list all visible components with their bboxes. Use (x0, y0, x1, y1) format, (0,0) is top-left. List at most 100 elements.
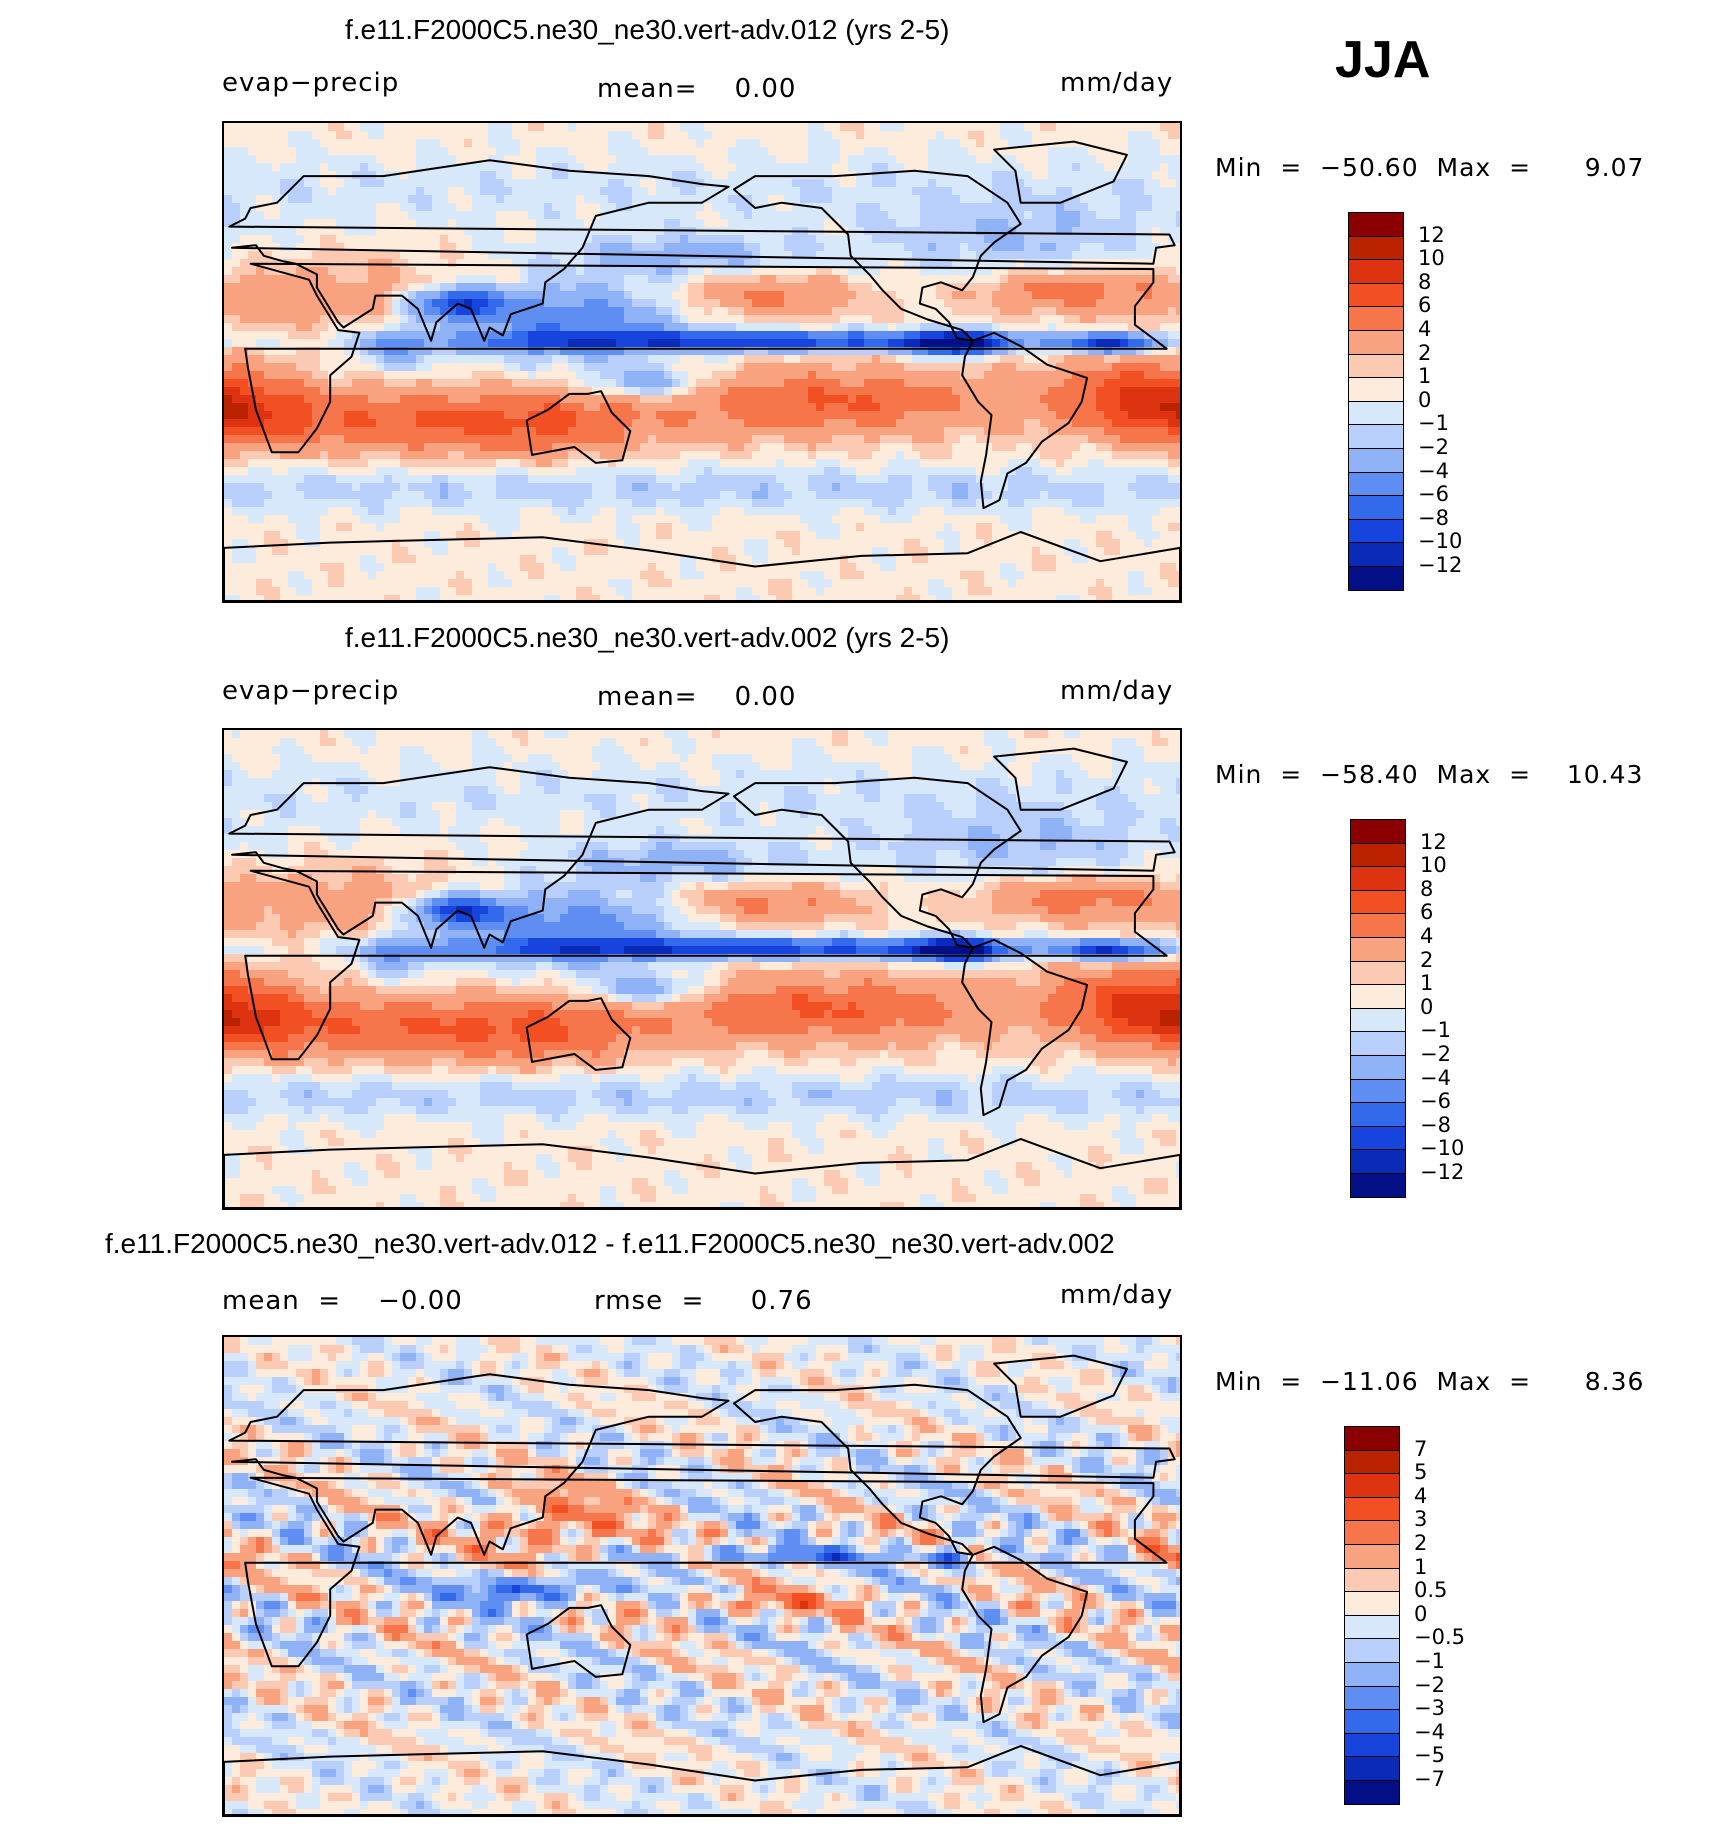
colorbar-tick-label: 3 (1414, 1509, 1427, 1530)
colorbar-swatch (1344, 1449, 1400, 1475)
field-contours (224, 123, 1180, 601)
colorbar-swatch (1348, 400, 1404, 426)
colorbar-tick-label: −2 (1418, 437, 1449, 458)
colorbar-tick-label: 12 (1418, 224, 1445, 246)
colorbar-swatch (1344, 1756, 1400, 1782)
colorbar-swatch (1344, 1709, 1400, 1735)
panel-3-title: f.e11.F2000C5.ne30_ne30.vert-adv.012 - f… (105, 1228, 1115, 1260)
colorbar-tick-label: −6 (1418, 484, 1449, 505)
colorbar-tick-label: 2 (1414, 1533, 1427, 1554)
colorbar-swatch (1344, 1614, 1400, 1640)
colorbar-tick-label: 10 (1418, 248, 1445, 269)
panel-2-title: f.e11.F2000C5.ne30_ne30.vert-adv.002 (yr… (345, 622, 949, 654)
colorbar-tick-label: 0 (1420, 996, 1433, 1018)
panel-1-minmax: Min = −50.60 Max = 9.07 (1215, 153, 1644, 182)
colorbar-swatch (1350, 1078, 1406, 1104)
coastlines (224, 1354, 1180, 1815)
colorbar-tick-label: 2 (1418, 342, 1431, 364)
panel-1-mean-label: mean= 0.00 (597, 74, 796, 104)
colorbar-tick-label: 8 (1418, 271, 1431, 293)
colorbar-tick-label: −8 (1418, 507, 1449, 529)
colorbar-tick-label: 7 (1414, 1438, 1427, 1460)
colorbar-tick-label: 5 (1414, 1462, 1427, 1483)
colorbar-swatch (1344, 1685, 1400, 1711)
colorbar-tick-label: −1 (1418, 413, 1449, 434)
colorbar-tick-label: 10 (1420, 855, 1447, 876)
colorbar-swatch (1344, 1426, 1400, 1452)
colorbar-swatch (1344, 1520, 1400, 1546)
colorbar-swatch (1344, 1496, 1400, 1522)
colorbar-swatch (1350, 1031, 1406, 1057)
colorbar-tick-label: 1 (1414, 1556, 1427, 1578)
colorbar-swatch (1350, 937, 1406, 963)
colorbar-swatch (1348, 212, 1404, 238)
season-label: JJA (1335, 30, 1430, 90)
colorbar-tick-label: 1 (1420, 973, 1433, 994)
colorbar-swatch (1348, 282, 1404, 308)
colorbar-swatch (1344, 1638, 1400, 1664)
colorbar-tick-label: −6 (1420, 1091, 1451, 1112)
panel-1-map (222, 121, 1182, 603)
colorbar-tick-label: −3 (1414, 1698, 1445, 1719)
colorbar-swatch (1350, 913, 1406, 939)
colorbar-tick-label: −2 (1420, 1044, 1451, 1065)
panel-3-rmse-label: rmse = 0.76 (594, 1286, 813, 1316)
colorbar-swatch (1348, 353, 1404, 379)
colorbar-tick-label: −2 (1414, 1674, 1445, 1696)
colorbar-swatch (1348, 471, 1404, 497)
colorbar-swatch (1350, 1173, 1406, 1199)
colorbar-swatch (1344, 1780, 1400, 1806)
colorbar-swatch (1344, 1591, 1400, 1617)
panel-2-units-label: mm/day (1060, 676, 1173, 706)
colorbar-swatch (1344, 1662, 1400, 1688)
coastlines (224, 747, 1180, 1208)
colorbar-tick-label: −0.5 (1414, 1627, 1465, 1648)
colorbar-swatch (1350, 889, 1406, 915)
panel-3-mean-label: mean = −0.00 (222, 1286, 463, 1316)
panel-3-minmax: Min = −11.06 Max = 8.36 (1215, 1367, 1644, 1396)
colorbar-tick-label: 2 (1420, 949, 1433, 971)
colorbar-tick-label: −12 (1418, 555, 1462, 576)
panel-2-mean-label: mean= 0.00 (597, 682, 796, 712)
field-contours (224, 730, 1180, 1208)
panel-1-title: f.e11.F2000C5.ne30_ne30.vert-adv.012 (yr… (345, 14, 949, 46)
colorbar-tick-label: −12 (1420, 1162, 1464, 1183)
panel-2-map-svg (224, 730, 1180, 1208)
panel-3-units-label: mm/day (1060, 1280, 1173, 1310)
colorbar-tick-label: 8 (1420, 878, 1433, 900)
colorbar-swatch (1348, 235, 1404, 261)
colorbar-swatch (1344, 1473, 1400, 1499)
panel-3-map (222, 1335, 1182, 1817)
colorbar-tick-label: −5 (1414, 1745, 1445, 1766)
colorbar-tick-label: 6 (1418, 295, 1431, 316)
colorbar-swatch (1350, 1102, 1406, 1128)
colorbar-swatch (1350, 960, 1406, 986)
colorbar-swatch (1350, 1149, 1406, 1175)
colorbar-swatch (1348, 259, 1404, 285)
colorbar-swatch (1350, 1055, 1406, 1081)
colorbar-swatch (1344, 1567, 1400, 1593)
colorbar-tick-label: −1 (1420, 1020, 1451, 1041)
colorbar-tick-label: 12 (1420, 831, 1447, 853)
colorbar-tick-label: 0.5 (1414, 1580, 1447, 1601)
panel-1-units-label: mm/day (1060, 68, 1173, 98)
panel-1-map-svg (224, 123, 1180, 601)
panel-2-minmax: Min = −58.40 Max = 10.43 (1215, 760, 1643, 789)
coastlines (224, 140, 1180, 601)
colorbar-tick-label: −1 (1414, 1651, 1445, 1672)
colorbar-tick-label: 0 (1414, 1603, 1427, 1625)
colorbar-swatch (1350, 866, 1406, 892)
colorbar-swatch (1348, 448, 1404, 474)
colorbar-swatch (1348, 518, 1404, 544)
colorbar-tick-label: −4 (1418, 460, 1449, 482)
colorbar-tick-label: −10 (1420, 1138, 1464, 1159)
colorbar-tick-label: −4 (1414, 1721, 1445, 1743)
panel-3-map-svg (224, 1337, 1180, 1815)
field-contours (224, 1337, 1180, 1815)
colorbar-tick-label: 1 (1418, 366, 1431, 387)
colorbar-swatch (1350, 819, 1406, 845)
panel-1-variable-label: evap−precip (222, 68, 399, 98)
colorbar-tick-label: 0 (1418, 389, 1431, 411)
colorbar-tick-label: 4 (1418, 319, 1431, 340)
colorbar-tick-label: 6 (1420, 902, 1433, 923)
